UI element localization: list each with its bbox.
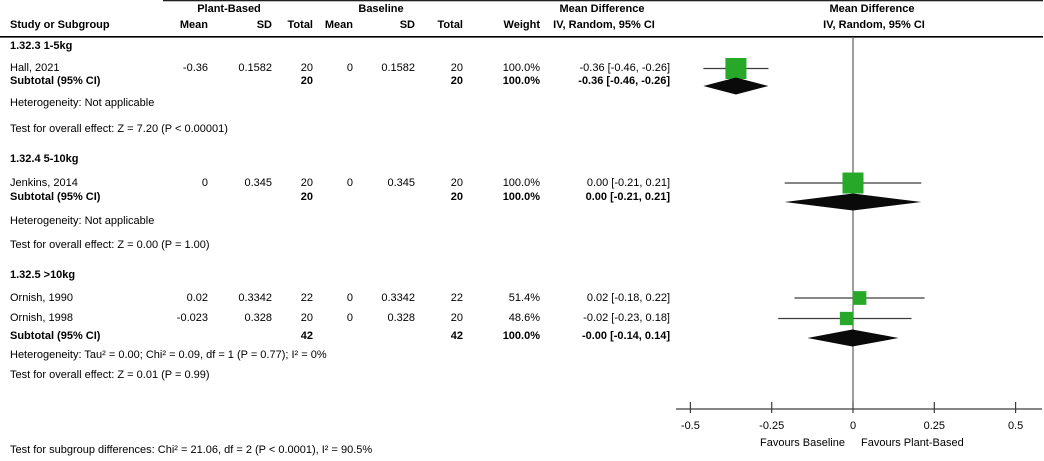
subtotal-ci: -0.00 [-0.14, 0.14] [581,329,670,342]
cell-ctl-mean: 0 [346,176,353,189]
cell-ctl-sd: 0.1582 [381,62,415,74]
cell-exp-sd: 0.3342 [238,291,272,304]
axis-tick-label: -0.5 [681,420,700,432]
cell-weight: 100.0% [502,176,540,189]
subtotal-diamond [807,329,899,347]
axis-tick-label: 0.5 [1008,420,1023,432]
cell-weight: 51.4% [508,291,540,304]
subgroup-differences-test: Test for subgroup differences: Chi² = 21… [10,444,373,456]
cell-exp-total: 20 [300,312,313,324]
cell-ci: -0.36 [-0.46, -0.26] [579,62,671,74]
subtotal-ctl-total: 42 [450,329,463,342]
study-name: Ornish, 1990 [10,291,73,304]
subtotal-ctl-total: 20 [450,190,463,203]
cell-ci: 0.00 [-0.21, 0.21] [586,176,670,189]
cell-weight: 100.0% [502,62,540,74]
axis-tick-label: 0.25 [924,420,945,432]
study-square [725,58,747,79]
favours-right-label: Favours Plant-Based [861,437,964,449]
subgroup-label: 1.32.4 5-10kg [10,153,79,165]
axis-tick-label: 0 [850,420,856,432]
cell-ctl-mean: 0 [346,62,353,74]
cell-exp-mean: -0.36 [182,62,208,74]
cell-ctl-total: 22 [450,291,463,304]
overall-effect-text: Test for overall effect: Z = 0.00 (P = 1… [10,238,210,251]
column-header-ctl-mean: Mean [324,19,353,31]
column-group-plant-based: Plant-Based [197,3,261,15]
cell-exp-total: 20 [300,176,313,189]
column-header-ctl-total: Total [437,19,463,31]
subtotal-exp-total: 20 [300,75,313,87]
subtotal-ci: -0.36 [-0.46, -0.26] [578,75,670,87]
cell-weight: 48.6% [508,312,540,324]
column-group-baseline: Baseline [358,3,404,15]
cell-ctl-total: 20 [450,176,463,189]
column-header-method-stat: IV, Random, 95% CI [553,19,655,31]
subtotal-diamond [703,77,769,95]
overall-effect-text: Test for overall effect: Z = 0.01 (P = 0… [10,368,210,381]
subtotal-exp-total: 42 [300,329,313,342]
column-group-mean-difference-graph: Mean Difference [829,3,915,15]
study-square [842,172,864,194]
cell-ctl-total: 20 [450,312,463,324]
cell-ctl-sd: 0.3342 [381,291,415,304]
cell-exp-sd: 0.345 [244,176,272,189]
cell-exp-sd: 0.328 [244,312,272,324]
cell-ctl-sd: 0.328 [387,312,415,324]
cell-ctl-total: 20 [450,62,463,74]
subtotal-diamond [784,193,922,211]
subgroup-label: 1.32.3 1-5kg [10,39,73,52]
subtotal-ctl-total: 20 [450,75,463,87]
cell-ctl-mean: 0 [346,291,353,304]
cell-exp-total: 22 [300,291,313,304]
column-header-study: Study or Subgroup [10,19,110,31]
column-header-exp-mean: Mean [179,19,208,31]
subtotal-label: Subtotal (95% CI) [10,75,101,87]
subgroup-label: 1.32.5 >10kg [10,268,76,281]
cell-exp-mean: 0.02 [186,291,208,304]
cell-exp-total: 20 [300,62,313,74]
favours-left-label: Favours Baseline [760,437,845,449]
heterogeneity-text: Heterogeneity: Not applicable [10,96,155,109]
cell-ctl-mean: 0 [346,312,353,324]
column-header-weight: Weight [503,19,540,31]
column-header-exp-total: Total [287,19,313,31]
cell-exp-mean: -0.023 [176,312,208,324]
subtotal-weight: 100.0% [502,75,540,87]
column-group-mean-difference-stat: Mean Difference [559,3,645,15]
subtotal-label: Subtotal (95% CI) [10,190,101,203]
cell-ci: 0.02 [-0.18, 0.22] [586,291,670,304]
cell-ci: -0.02 [-0.23, 0.18] [583,312,670,324]
subtotal-ci: 0.00 [-0.21, 0.21] [585,190,670,203]
subtotal-weight: 100.0% [502,190,540,203]
cell-exp-mean: 0 [201,176,208,189]
cell-exp-sd: 0.1582 [238,62,272,74]
overall-effect-text: Test for overall effect: Z = 7.20 (P < 0… [10,123,228,135]
heterogeneity-text: Heterogeneity: Tau² = 0.00; Chi² = 0.09,… [10,348,327,361]
heterogeneity-text: Heterogeneity: Not applicable [10,215,155,227]
subtotal-label: Subtotal (95% CI) [10,329,101,342]
subtotal-weight: 100.0% [502,329,540,342]
subtotal-exp-total: 20 [300,190,313,203]
study-name: Hall, 2021 [10,62,60,74]
study-name: Jenkins, 2014 [10,176,78,189]
study-square [839,311,854,326]
column-header-exp-sd: SD [256,19,272,31]
column-header-ctl-sd: SD [399,19,415,31]
study-square [852,291,867,305]
cell-ctl-sd: 0.345 [387,176,415,189]
axis-tick-label: -0.25 [759,420,784,432]
column-header-method-graph: IV, Random, 95% CI [823,19,925,31]
study-name: Ornish, 1998 [10,312,73,324]
